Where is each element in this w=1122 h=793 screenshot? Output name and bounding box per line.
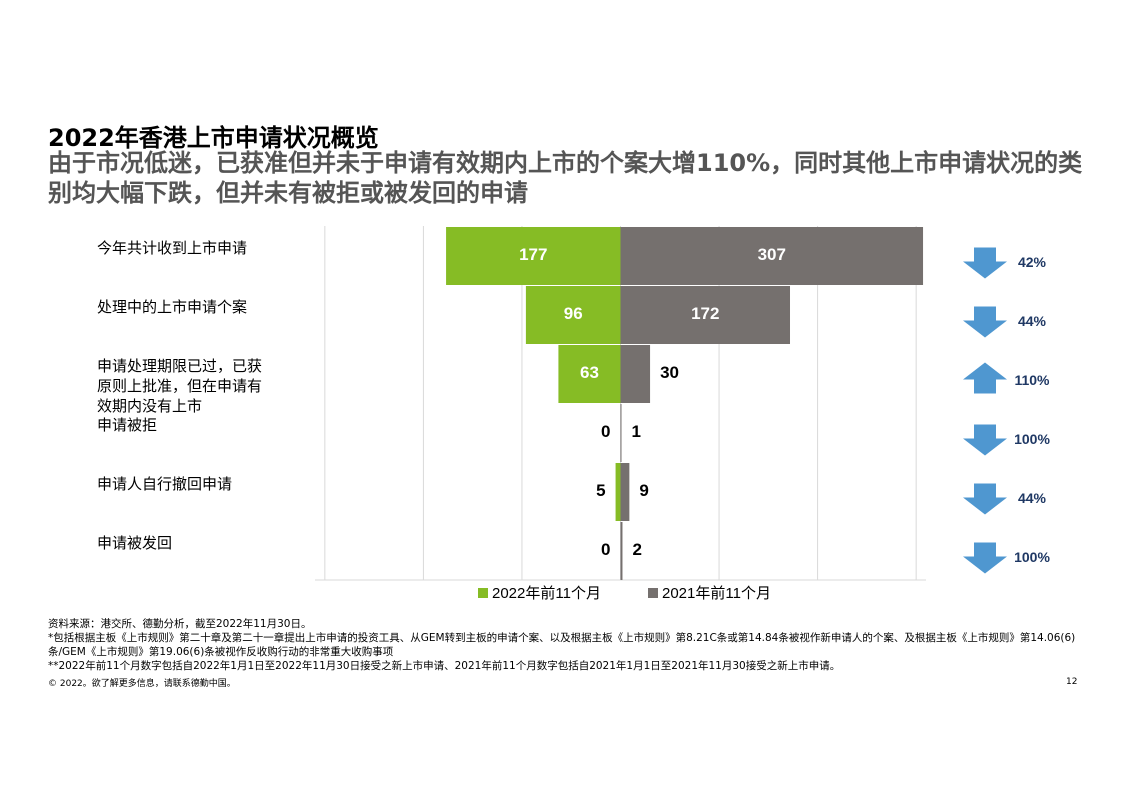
- value-label: 177: [519, 245, 547, 264]
- value-label: 9: [639, 481, 648, 500]
- value-label: 0: [601, 422, 610, 441]
- value-label: 1: [631, 422, 640, 441]
- bar: [446, 227, 621, 285]
- bar: [620, 286, 791, 344]
- bar: [620, 522, 623, 580]
- title: 2022年香港上市申请状况概览: [48, 124, 379, 152]
- value-label: 96: [564, 304, 583, 323]
- value-label: 5: [596, 481, 605, 500]
- bar: [620, 463, 630, 521]
- footnote: *包括根据主板《上市规则》第二十章及第二十一章提出上市申请的投资工具、从GEM转…: [48, 632, 1076, 658]
- category-label: 今年共计收到上市申请: [97, 239, 248, 257]
- bar: [525, 286, 621, 344]
- change-arrow: [963, 362, 1007, 394]
- change-arrow: [963, 306, 1007, 338]
- bar: [620, 227, 924, 285]
- change-arrow: [963, 247, 1007, 279]
- change-label: 100%: [1014, 549, 1050, 565]
- legend-swatch: [478, 588, 488, 598]
- category-label: 处理中的上市申请个案: [97, 298, 248, 316]
- change-label: 100%: [1014, 431, 1050, 447]
- change-label: 44%: [1018, 490, 1047, 506]
- change-arrow: [963, 483, 1007, 515]
- page-number: 12: [1066, 677, 1078, 687]
- category-label: 申请人自行撤回申请: [97, 475, 233, 493]
- category-label: 申请被发回: [97, 534, 173, 552]
- bar: [558, 345, 621, 403]
- subtitle: 由于市况低迷，已获准但并未于申请有效期内上市的个案大增110%，同时其他上市申请…: [48, 149, 1083, 207]
- change-label: 42%: [1018, 254, 1047, 270]
- change-arrow: [963, 542, 1007, 574]
- value-label: 172: [691, 304, 719, 323]
- category-label: 申请处理期限已过，已获原则上批准，但在申请有效期内没有上市: [97, 357, 263, 415]
- bar: [620, 404, 622, 462]
- copyright: © 2022。欲了解更多信息，请联系德勤中国。: [48, 679, 236, 689]
- value-label: 2: [632, 540, 641, 559]
- category-label: 申请被拒: [97, 416, 158, 434]
- change-arrow: [963, 424, 1007, 456]
- value-label: 0: [601, 540, 610, 559]
- value-label: 63: [580, 363, 599, 382]
- value-label: 307: [758, 245, 786, 264]
- footnote: **2022年前11个月数字包括自2022年1月1日至2022年11月30日接受…: [48, 660, 841, 672]
- legend-swatch: [648, 588, 658, 598]
- bar: [615, 463, 621, 521]
- value-label: 30: [660, 363, 679, 382]
- legend-label: 2022年前11个月: [492, 585, 601, 602]
- footnote: 资料来源：港交所、德勤分析，截至2022年11月30日。: [48, 618, 312, 630]
- bar: [620, 345, 651, 403]
- change-label: 44%: [1018, 313, 1047, 329]
- legend-label: 2021年前11个月: [662, 585, 771, 602]
- change-label: 110%: [1014, 372, 1050, 388]
